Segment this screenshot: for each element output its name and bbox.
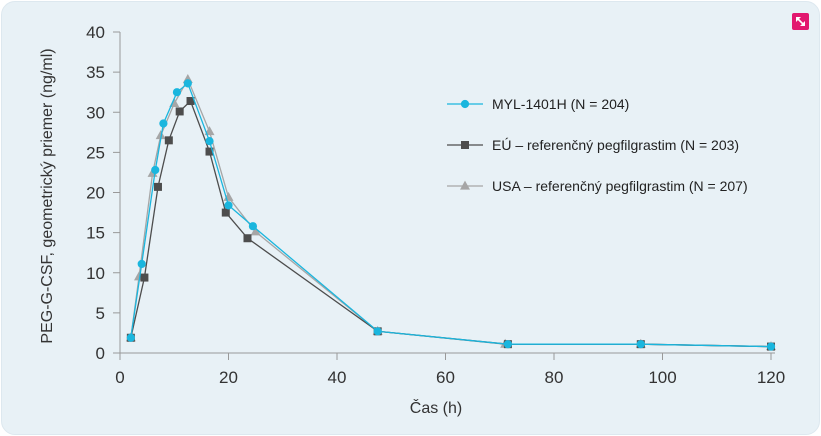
x-tick-label: 40 — [328, 368, 347, 387]
legend-label: MYL-1401H (N = 204) — [492, 96, 629, 112]
x-tick-label: 0 — [115, 368, 124, 387]
x-tick-label: 80 — [545, 368, 564, 387]
legend-marker — [460, 99, 470, 109]
data-point — [175, 107, 184, 116]
data-point — [155, 130, 166, 140]
y-axis-title: PEG-G-CSF, geometrický priemer (ng/ml) — [39, 48, 56, 343]
series-layer — [125, 73, 776, 351]
data-point — [503, 340, 512, 349]
y-tick-label: 25 — [86, 143, 105, 162]
data-point — [186, 97, 195, 106]
legend-label: EÚ – referenčný pegfilgrastim (N = 203) — [492, 137, 739, 153]
data-point — [205, 147, 214, 156]
data-point — [126, 333, 135, 342]
y-tick-label: 30 — [86, 103, 105, 122]
y-tick-label: 20 — [86, 184, 105, 203]
data-point — [224, 201, 233, 210]
data-point — [248, 222, 258, 231]
data-point — [159, 119, 168, 128]
legend-item: MYL-1401H (N = 204) — [447, 96, 629, 112]
y-tick-label: 35 — [86, 63, 105, 82]
data-point — [164, 136, 173, 145]
legend-marker — [461, 141, 469, 149]
series-square — [126, 97, 775, 351]
legend-item: USA – referenčný pegfilgrastim (N = 207) — [447, 178, 748, 194]
series-circle — [126, 79, 776, 351]
x-tick-label: 20 — [219, 368, 238, 387]
data-point — [183, 79, 192, 88]
data-point — [205, 137, 214, 146]
x-axis-title: Čas (h) — [410, 398, 462, 417]
legend-item: EÚ – referenčný pegfilgrastim (N = 203) — [447, 137, 739, 153]
data-point — [221, 208, 230, 217]
data-point — [766, 342, 776, 351]
data-point — [151, 165, 160, 175]
data-point — [636, 340, 645, 349]
data-point — [243, 234, 252, 243]
y-tick-label: 15 — [86, 224, 105, 243]
y-tick-label: 0 — [96, 344, 105, 363]
expand-badge-icon[interactable] — [792, 13, 809, 30]
legend-label: USA – referenčný pegfilgrastim (N = 207) — [492, 178, 748, 194]
axes: 0 5 10 15 20 25 30 35 40 0 20 40 60 80 100 120 — [86, 23, 785, 387]
data-point — [140, 273, 149, 282]
legend: MYL-1401H (N = 204) EÚ – referenčný pegfi… — [447, 96, 748, 194]
data-point — [153, 182, 162, 191]
y-tick-label: 10 — [86, 264, 105, 283]
y-tick-label: 40 — [86, 23, 105, 42]
data-point — [137, 259, 146, 269]
data-point — [250, 226, 261, 236]
y-tick-label: 5 — [96, 304, 105, 323]
legend-marker — [460, 180, 470, 190]
data-point — [172, 88, 182, 97]
badge-diagonal — [796, 17, 805, 26]
x-tick-label: 120 — [757, 368, 785, 387]
x-tick-label: 100 — [648, 368, 676, 387]
x-tick-label: 60 — [436, 368, 455, 387]
data-point — [373, 327, 382, 336]
